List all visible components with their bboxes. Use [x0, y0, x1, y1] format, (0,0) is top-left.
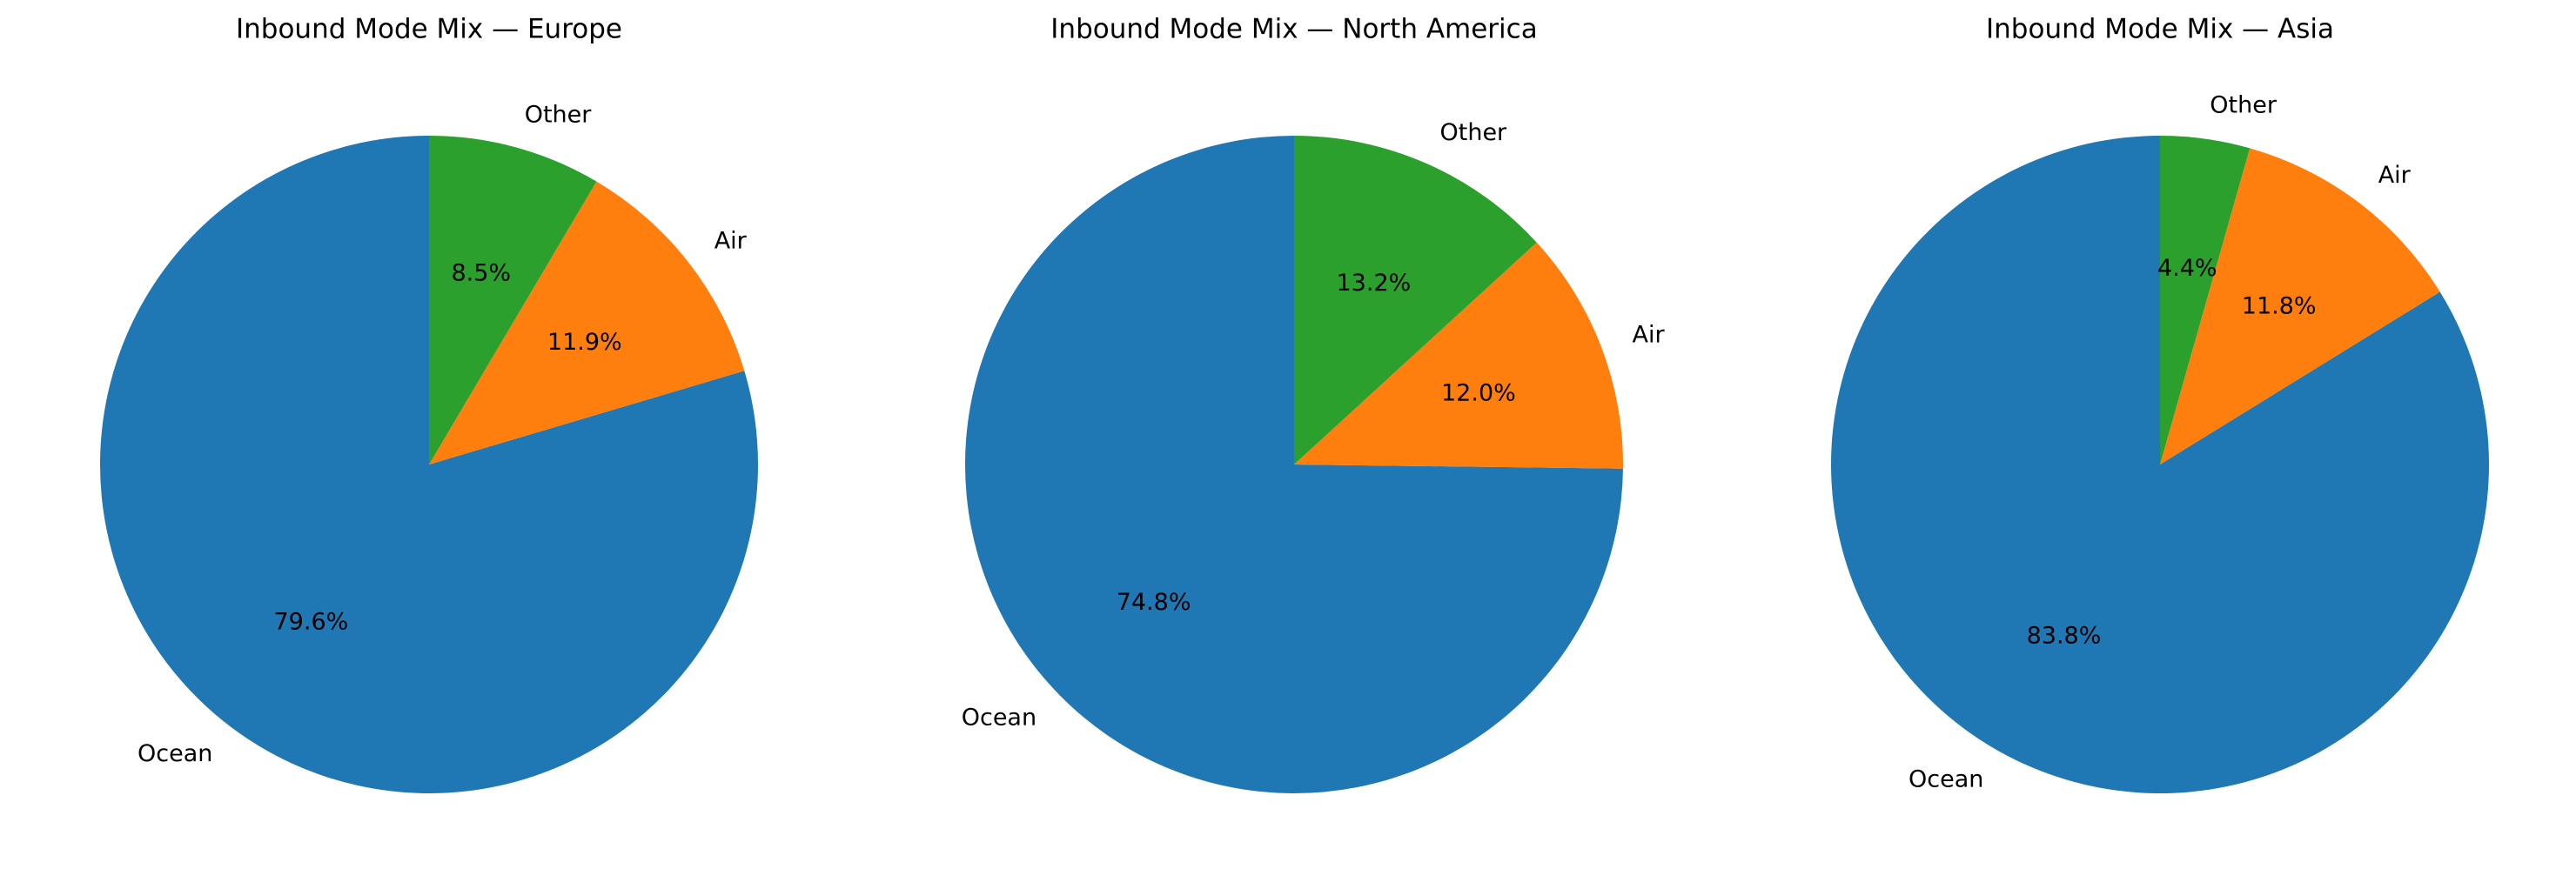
- pie-slice-air: [1294, 242, 1623, 469]
- pie-chart-1: Inbound Mode Mix — North America Ocean 74.…: [962, 14, 1666, 793]
- slice-label-air: Air: [1633, 321, 1666, 348]
- pie-slice-other: [429, 136, 597, 465]
- pct-label-air: 11.8%: [2242, 293, 2317, 320]
- pie-slice-ocean: [964, 136, 1623, 793]
- pct-label-ocean: 74.8%: [1117, 589, 1191, 616]
- pct-label-other: 13.2%: [1337, 270, 1412, 297]
- pie-slice-air: [429, 181, 745, 465]
- slice-label-other: Other: [525, 101, 593, 128]
- slice-label-ocean: Ocean: [1909, 766, 1983, 793]
- chart-title: Inbound Mode Mix — Asia: [1986, 14, 2334, 45]
- pie-chart-2: Inbound Mode Mix — Asia Ocean 83.8% Air 11.8…: [1831, 14, 2490, 793]
- slice-label-ocean: Ocean: [962, 705, 1036, 732]
- pct-label-air: 12.0%: [1441, 380, 1516, 407]
- slice-label-other: Other: [1440, 119, 1508, 146]
- pie-slice-ocean: [1831, 136, 2490, 793]
- pie-slice-other: [2160, 136, 2251, 465]
- pct-label-air: 11.9%: [547, 329, 622, 356]
- chart-title: Inbound Mode Mix — Europe: [236, 14, 622, 45]
- pct-label-ocean: 83.8%: [2027, 623, 2102, 650]
- slice-label-ocean: Ocean: [138, 740, 212, 767]
- slice-label-air: Air: [714, 228, 748, 255]
- pct-label-other: 4.4%: [2157, 255, 2217, 282]
- pie-slice-air: [2160, 148, 2440, 465]
- pie-slice-other: [1294, 136, 1537, 465]
- slice-label-other: Other: [2210, 92, 2277, 119]
- slice-label-air: Air: [2378, 162, 2412, 189]
- pie-slice-ocean: [99, 136, 758, 793]
- pie-chart-0: Inbound Mode Mix — Europe Ocean 79.6% Air 11…: [99, 14, 758, 793]
- chart-title: Inbound Mode Mix — North America: [1050, 14, 1537, 45]
- pct-label-other: 8.5%: [451, 260, 511, 287]
- pct-label-ocean: 79.6%: [274, 608, 349, 635]
